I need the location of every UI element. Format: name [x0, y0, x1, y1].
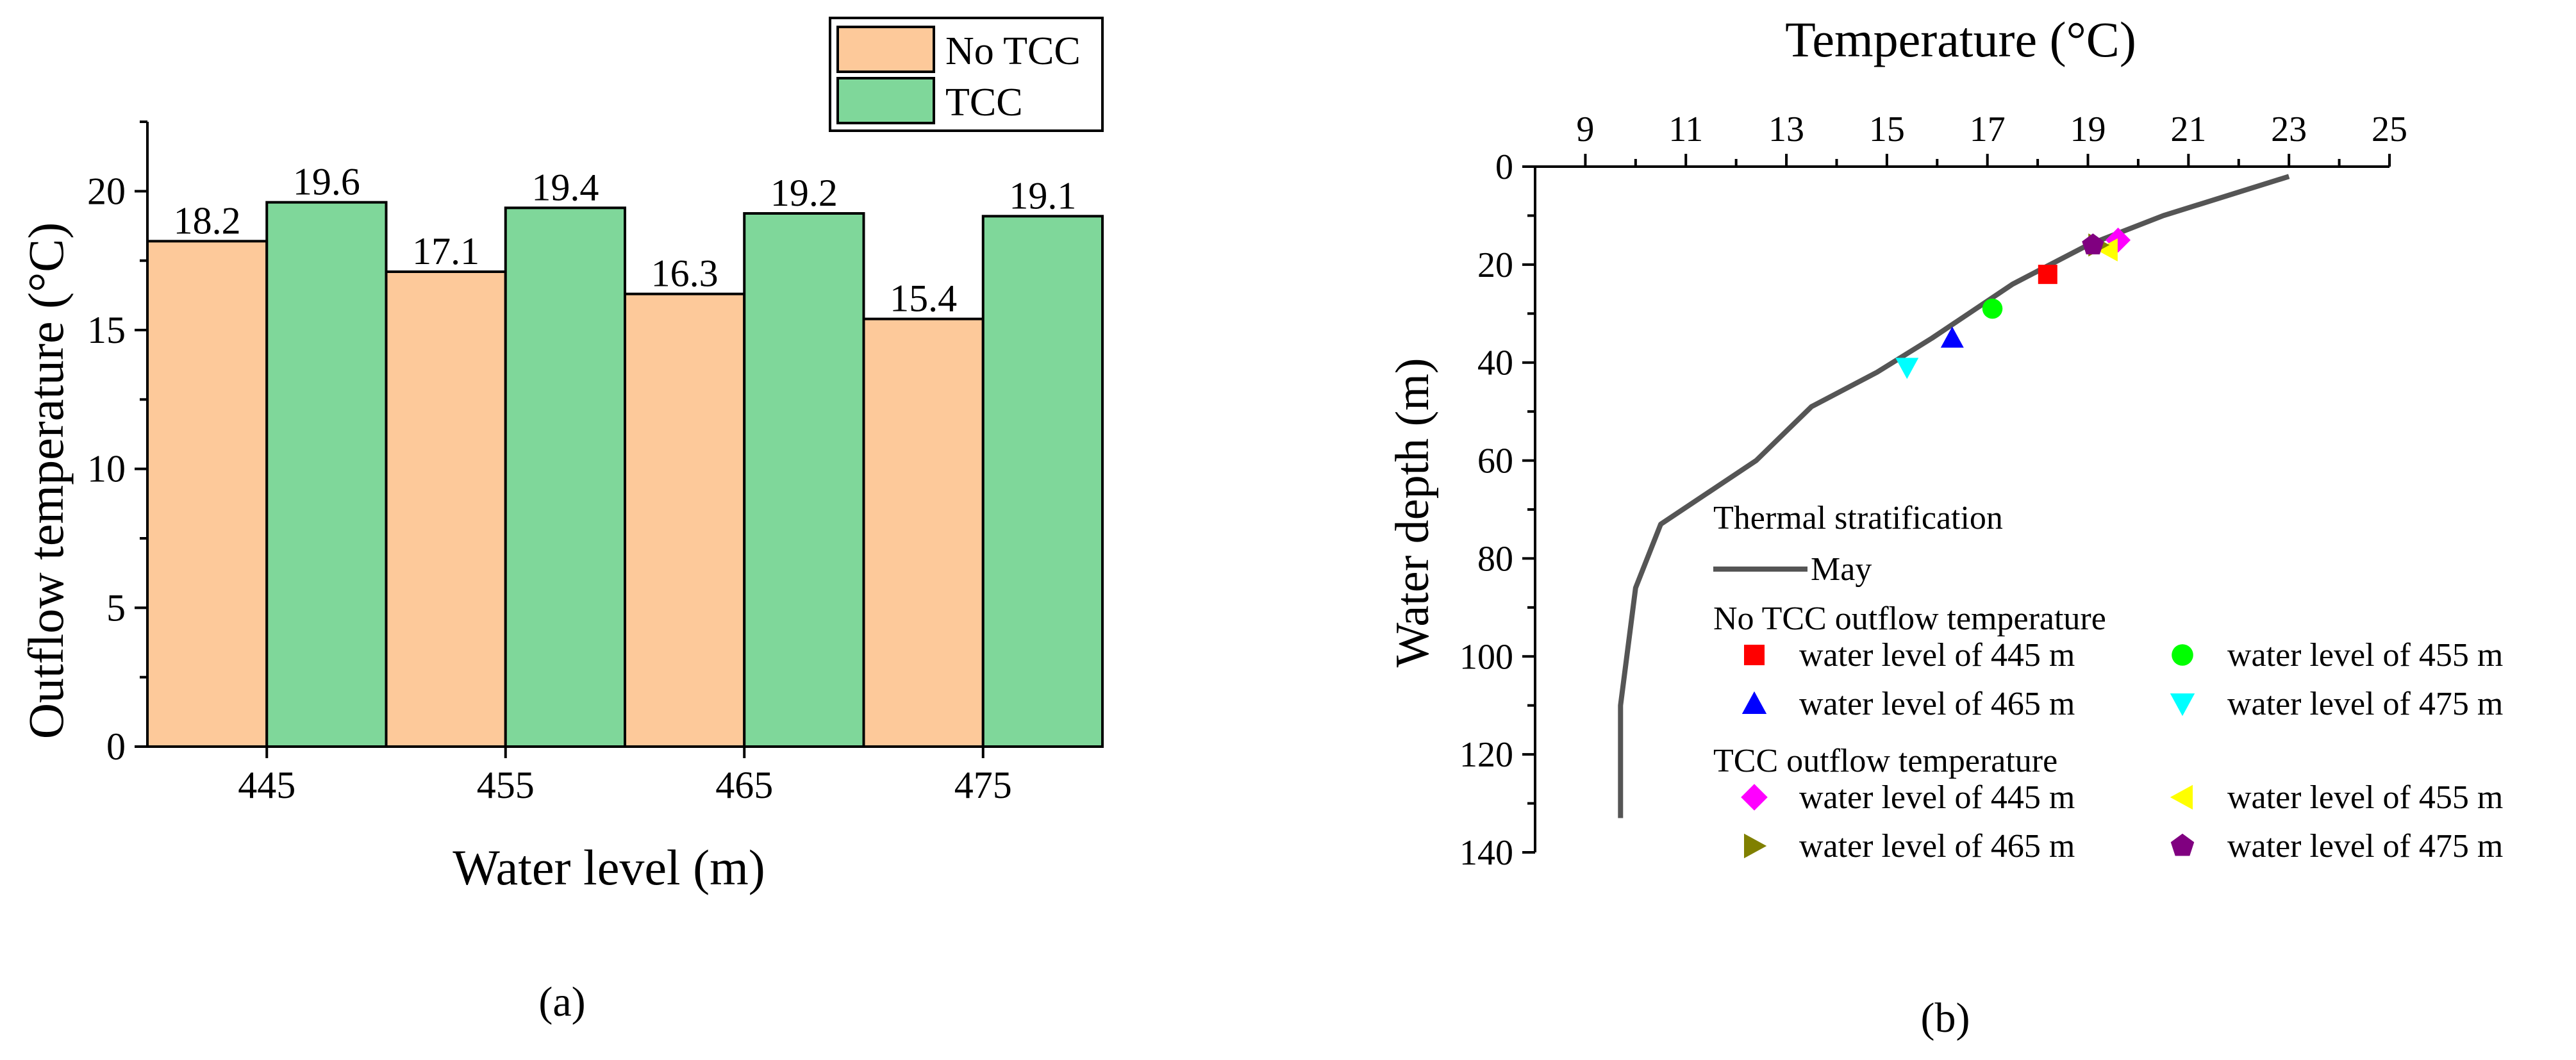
circle-marker — [2172, 644, 2193, 666]
y-tick-label: 20 — [87, 170, 126, 212]
x-tick-label: 19 — [2070, 110, 2106, 149]
bar-value-label: 16.3 — [651, 253, 719, 295]
bar-value-label: 19.2 — [770, 172, 838, 214]
bar-value-label: 18.2 — [174, 199, 241, 242]
x-tick-label: 475 — [954, 764, 1012, 806]
y-tick-label: 100 — [1459, 637, 1513, 677]
triangle-right-marker — [1744, 833, 1767, 859]
bar-tcc — [265, 201, 388, 748]
profile-chart-panel: 9 11 13 15 17 19 21 23 25 0 20 40 60 80 100 120 140 Temp… — [1386, 12, 2503, 1041]
triangle-left-marker — [2096, 238, 2118, 261]
x-tick-label: 13 — [1768, 110, 1804, 149]
x-tick-label: 455 — [477, 764, 535, 806]
bar-chart-x-axis-title: Water level (m) — [453, 840, 765, 895]
pentagon-marker — [2082, 233, 2104, 254]
bar-chart-legend: No TCC TCC — [829, 17, 1104, 132]
legend-swatch — [836, 77, 935, 124]
x-tick-label: 15 — [1869, 110, 1905, 149]
legend-label: water level of 475 m — [2227, 686, 2503, 722]
x-tick-label: 445 — [238, 764, 295, 806]
legend-label: water level of 445 m — [1799, 637, 2075, 674]
legend-label: water level of 465 m — [1799, 686, 2075, 722]
legend-label: water level of 455 m — [2227, 637, 2503, 674]
legend-title: Thermal stratification — [1713, 500, 2003, 536]
legend-group-title: No TCC outflow temperature — [1713, 600, 2106, 637]
square-marker — [2038, 265, 2057, 285]
square-marker — [1744, 645, 1765, 665]
y-tick-label: 5 — [106, 586, 126, 629]
bar-tcc — [981, 215, 1104, 749]
y-tick-label: 0 — [106, 725, 126, 768]
bar-value-label: 19.4 — [531, 166, 599, 208]
legend-label: water level of 475 m — [2227, 828, 2503, 865]
legend-swatch — [836, 26, 935, 73]
y-tick-label: 60 — [1477, 442, 1513, 481]
circle-marker — [1982, 298, 2003, 319]
bar-chart-y-axis-title: Outflow temperature (°C) — [18, 222, 74, 740]
bar-no-tcc — [862, 317, 985, 748]
profile-chart-y-axis-title: Water depth (m) — [1386, 358, 1439, 667]
triangle-up-marker — [1741, 691, 1767, 714]
profile-chart-x-axis-title: Temperature (°C) — [1785, 12, 2136, 67]
legend-label: May — [1811, 551, 1872, 588]
y-tick-label: 120 — [1459, 735, 1513, 775]
legend-label: TCC — [945, 81, 1023, 124]
y-tick-label: 140 — [1459, 833, 1513, 873]
bar-group: 18.2 19.6 17.1 19.4 16.3 19.2 15.4 19.1 — [146, 161, 1104, 749]
bar-value-label: 19.1 — [1009, 174, 1076, 217]
y-tick-label: 0 — [1495, 147, 1513, 187]
legend-label: water level of 455 m — [2227, 779, 2503, 816]
bar-no-tcc — [385, 270, 507, 748]
x-tick-label: 17 — [1970, 110, 2006, 149]
x-tick-label: 21 — [2170, 110, 2206, 149]
pentagon-marker — [2170, 833, 2195, 856]
legend-group-title: TCC outflow temperature — [1713, 743, 2057, 779]
bar-chart-axes: 445 455 465 475 0 5 10 15 20 — [87, 120, 1102, 806]
x-tick-label: 25 — [2372, 110, 2407, 149]
bar-value-label: 15.4 — [890, 277, 957, 320]
y-tick-label: 20 — [1477, 245, 1513, 285]
legend-label: water level of 445 m — [1799, 779, 2075, 816]
legend-label: No TCC — [945, 29, 1081, 73]
x-tick-label: 11 — [1668, 110, 1703, 149]
profile-chart-legend: Thermal stratification May No TCC outflow … — [1713, 500, 2503, 865]
bar-chart-panel: 18.219.617.119.416.319.215.419.1 445 455 4… — [18, 17, 1104, 1025]
y-tick-label: 10 — [87, 448, 126, 490]
bar-no-tcc — [146, 240, 269, 749]
diamond-marker — [1741, 784, 1768, 811]
triangle-up-marker — [1940, 326, 1964, 348]
bar-value-label: 19.6 — [293, 161, 360, 203]
bar-tcc — [504, 206, 626, 749]
profile-chart-axes: 9 11 13 15 17 19 21 23 25 0 20 40 60 80 100 120 140 — [1459, 110, 2407, 873]
triangle-left-marker — [2170, 784, 2193, 810]
legend-label: water level of 465 m — [1799, 828, 2075, 865]
panel-a-label: (a) — [538, 979, 585, 1025]
triangle-down-marker — [1895, 358, 1919, 379]
y-tick-label: 40 — [1477, 344, 1513, 383]
x-tick-label: 9 — [1576, 110, 1594, 149]
panel-b-label: (b) — [1921, 995, 1970, 1041]
triangle-down-marker — [2170, 693, 2195, 716]
y-tick-label: 80 — [1477, 539, 1513, 579]
x-tick-label: 23 — [2271, 110, 2307, 149]
profile-plot-area — [1618, 174, 2290, 818]
y-tick-label: 15 — [87, 309, 126, 351]
bar-value-label: 17.1 — [412, 230, 479, 272]
x-tick-label: 465 — [715, 764, 773, 806]
bar-tcc — [743, 212, 865, 748]
bar-no-tcc — [624, 292, 746, 748]
